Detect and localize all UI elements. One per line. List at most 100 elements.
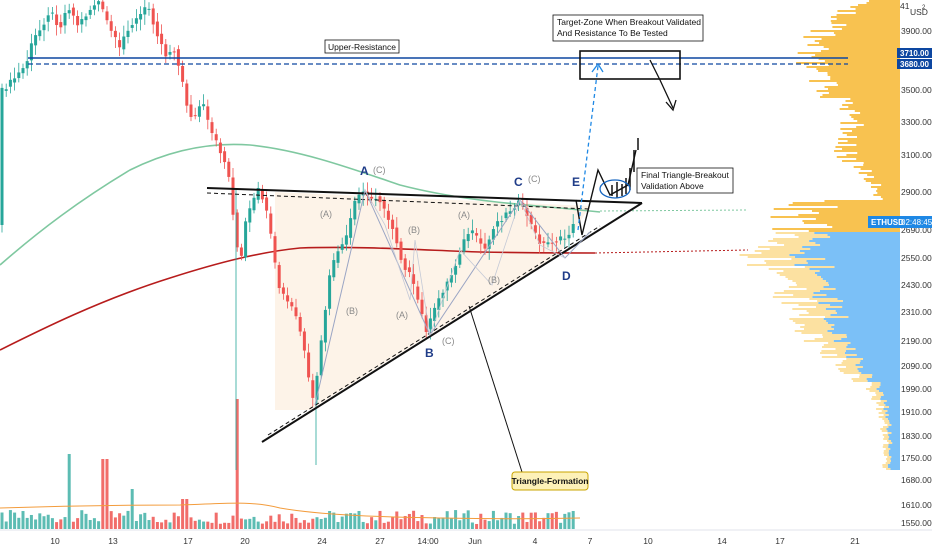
price-tick: 2190.00: [901, 336, 932, 346]
price-tick: 3100.00: [901, 150, 932, 160]
volume-bar: [286, 523, 290, 529]
profile-bar: [858, 172, 900, 174]
volume-bar: [517, 516, 521, 529]
volume-bar: [88, 520, 92, 529]
volume-bar: [462, 513, 466, 529]
price-candles: [0, 0, 639, 470]
candle-body: [277, 265, 281, 289]
profile-bar-secondary: [806, 288, 836, 290]
target-zone-box[interactable]: [579, 50, 681, 80]
profile-bar: [887, 410, 900, 412]
candle-body: [139, 13, 143, 20]
triangle-upper-line[interactable]: [206, 187, 643, 204]
profile-bar: [836, 82, 900, 84]
profile-bar: [872, 374, 900, 376]
time-tick: 17: [775, 536, 785, 546]
profile-bar-secondary: [845, 366, 863, 368]
triangle-lower-line[interactable]: [261, 202, 643, 443]
profile-bar-secondary: [843, 372, 862, 374]
profile-bar-secondary: [793, 294, 827, 296]
time-axis[interactable]: 10 13 17 20 24 27 14:00 Jun 4 7 10 14 17 21: [50, 536, 860, 546]
volume-bar: [105, 459, 109, 529]
profile-bar-secondary: [888, 442, 893, 444]
candle-body: [143, 7, 147, 15]
profile-bar: [858, 370, 900, 372]
candle-body: [256, 187, 260, 200]
wave-label-C: C: [514, 175, 523, 189]
candle-body: [55, 14, 59, 26]
candle-body: [67, 10, 71, 14]
profile-bar: [842, 300, 900, 302]
candle-body: [382, 200, 386, 209]
profile-bar-secondary: [869, 390, 879, 392]
candle-body: [252, 197, 256, 211]
profile-bar-secondary: [809, 298, 838, 300]
candle-body: [298, 317, 302, 332]
volume-bar: [189, 517, 193, 529]
volume-bar: [496, 520, 500, 529]
wave-label-A: A: [360, 164, 369, 178]
current-price-symbol: ETHUSD: [871, 218, 904, 227]
profile-bar: [891, 432, 900, 434]
profile-bar: [831, 22, 900, 24]
candle-body: [496, 221, 500, 227]
candle-body: [479, 238, 483, 244]
final-breakout-label-line2: Validation Above: [641, 181, 704, 191]
profile-bar: [827, 74, 900, 76]
profile-bar-secondary: [781, 302, 819, 304]
candle-body: [168, 51, 172, 55]
triangle-formation-pointer: [468, 305, 523, 473]
candle-body: [487, 239, 491, 249]
profile-bar: [892, 442, 900, 444]
volume-bar: [17, 517, 21, 529]
subwave-label-C-third: (C): [528, 174, 541, 184]
candle-body: [202, 104, 206, 107]
profile-bar: [833, 328, 900, 330]
candle-body: [328, 275, 332, 309]
time-tick: 27: [375, 536, 385, 546]
profile-bar: [871, 170, 900, 172]
volume-bar: [319, 518, 323, 529]
price-tick: 2310.00: [901, 307, 932, 317]
volume-bar: [244, 519, 248, 529]
profile-bar-secondary: [883, 406, 889, 408]
candle-body: [311, 380, 315, 398]
profile-bar: [819, 270, 900, 272]
profile-bar: [841, 148, 900, 150]
candle-body: [88, 9, 92, 15]
time-tick: Jun: [468, 536, 482, 546]
profile-bar: [827, 72, 900, 74]
volume-bar: [567, 512, 571, 529]
price-axis[interactable]: 1550.00 1610.00 1680.00 1750.00 1830.00 1910.…: [900, 0, 932, 530]
profile-bar-secondary: [883, 426, 889, 428]
price-tag-3680: 3680.00: [900, 60, 929, 69]
profile-bar: [846, 24, 900, 26]
profile-bar-secondary: [758, 246, 803, 248]
volume-bar: [407, 513, 411, 529]
profile-bar: [890, 458, 900, 460]
volume-bar: [84, 513, 88, 529]
candle-body: [113, 30, 117, 38]
candle-body: [71, 7, 75, 16]
volume-bar: [160, 522, 164, 529]
volume-bar: [424, 523, 428, 529]
profile-bar: [881, 184, 900, 186]
profile-bar-secondary: [799, 314, 831, 316]
profile-bar: [830, 304, 900, 306]
profile-bar-secondary: [775, 232, 815, 234]
profile-bar-secondary: [822, 336, 847, 338]
profile-bar: [879, 386, 900, 388]
price-tick: 1680.00: [901, 475, 932, 485]
candle-body: [38, 30, 42, 37]
candle-body: [281, 287, 285, 294]
profile-bar: [887, 466, 900, 468]
profile-bar: [822, 94, 900, 96]
volume-bar: [395, 511, 399, 529]
profile-bar: [860, 360, 900, 362]
volume-bar: [382, 522, 386, 529]
candle-body: [391, 219, 395, 229]
candle-body: [483, 243, 487, 249]
profile-bar: [860, 112, 900, 114]
volume-bar: [273, 521, 277, 529]
